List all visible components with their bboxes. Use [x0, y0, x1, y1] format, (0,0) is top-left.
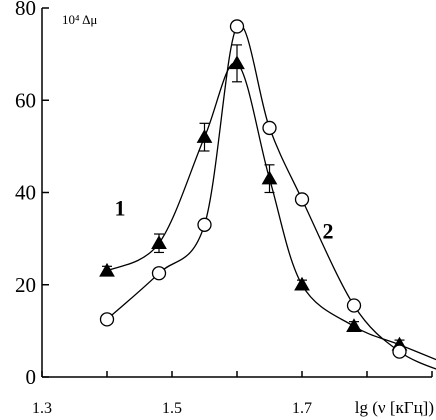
series-1-point [261, 170, 278, 185]
series-1-point [99, 262, 115, 277]
series-2-point [294, 192, 310, 207]
series-2-point [346, 298, 362, 313]
x-tick-label-2: 1.7 [292, 400, 312, 417]
series-2-point [392, 344, 407, 359]
series-1-point [196, 129, 213, 143]
series-1-point [229, 55, 245, 70]
x-tick-label-1: 1.5 [162, 400, 182, 417]
series-2-line [106, 23, 436, 370]
series-annotation-1: 1 [115, 196, 126, 221]
curves [106, 23, 436, 370]
markers [99, 19, 408, 359]
y-tick-label-1: 20 [15, 273, 36, 297]
y-tick-label-3: 60 [15, 88, 36, 112]
y-tick-label-2: 40 [15, 181, 36, 205]
series-2-point [99, 312, 115, 327]
y-tick-label-4: 80 [15, 0, 36, 20]
series-2-point [197, 217, 212, 232]
series-annotation-2: 2 [323, 219, 334, 244]
series-2-point [229, 19, 245, 34]
series-1-point [151, 235, 167, 249]
series-1-line [106, 62, 436, 361]
y-axis-label: 10⁴ Δμ [62, 12, 97, 27]
series-2-point [151, 266, 167, 281]
series-1-point [294, 276, 310, 291]
series-2-point [262, 120, 277, 136]
axes [41, 7, 433, 378]
x-tick-label-0: 1.3 [32, 400, 52, 417]
labels: 0 20 40 60 80 1.3 1.5 1.7 lg (ν [кГц]) 10⁴ Δμ 1 2 [15, 0, 434, 417]
series-1-point [346, 318, 362, 333]
y-tick-label-0: 0 [26, 365, 37, 389]
x-axis-label: lg (ν [кГц]) [355, 398, 434, 417]
